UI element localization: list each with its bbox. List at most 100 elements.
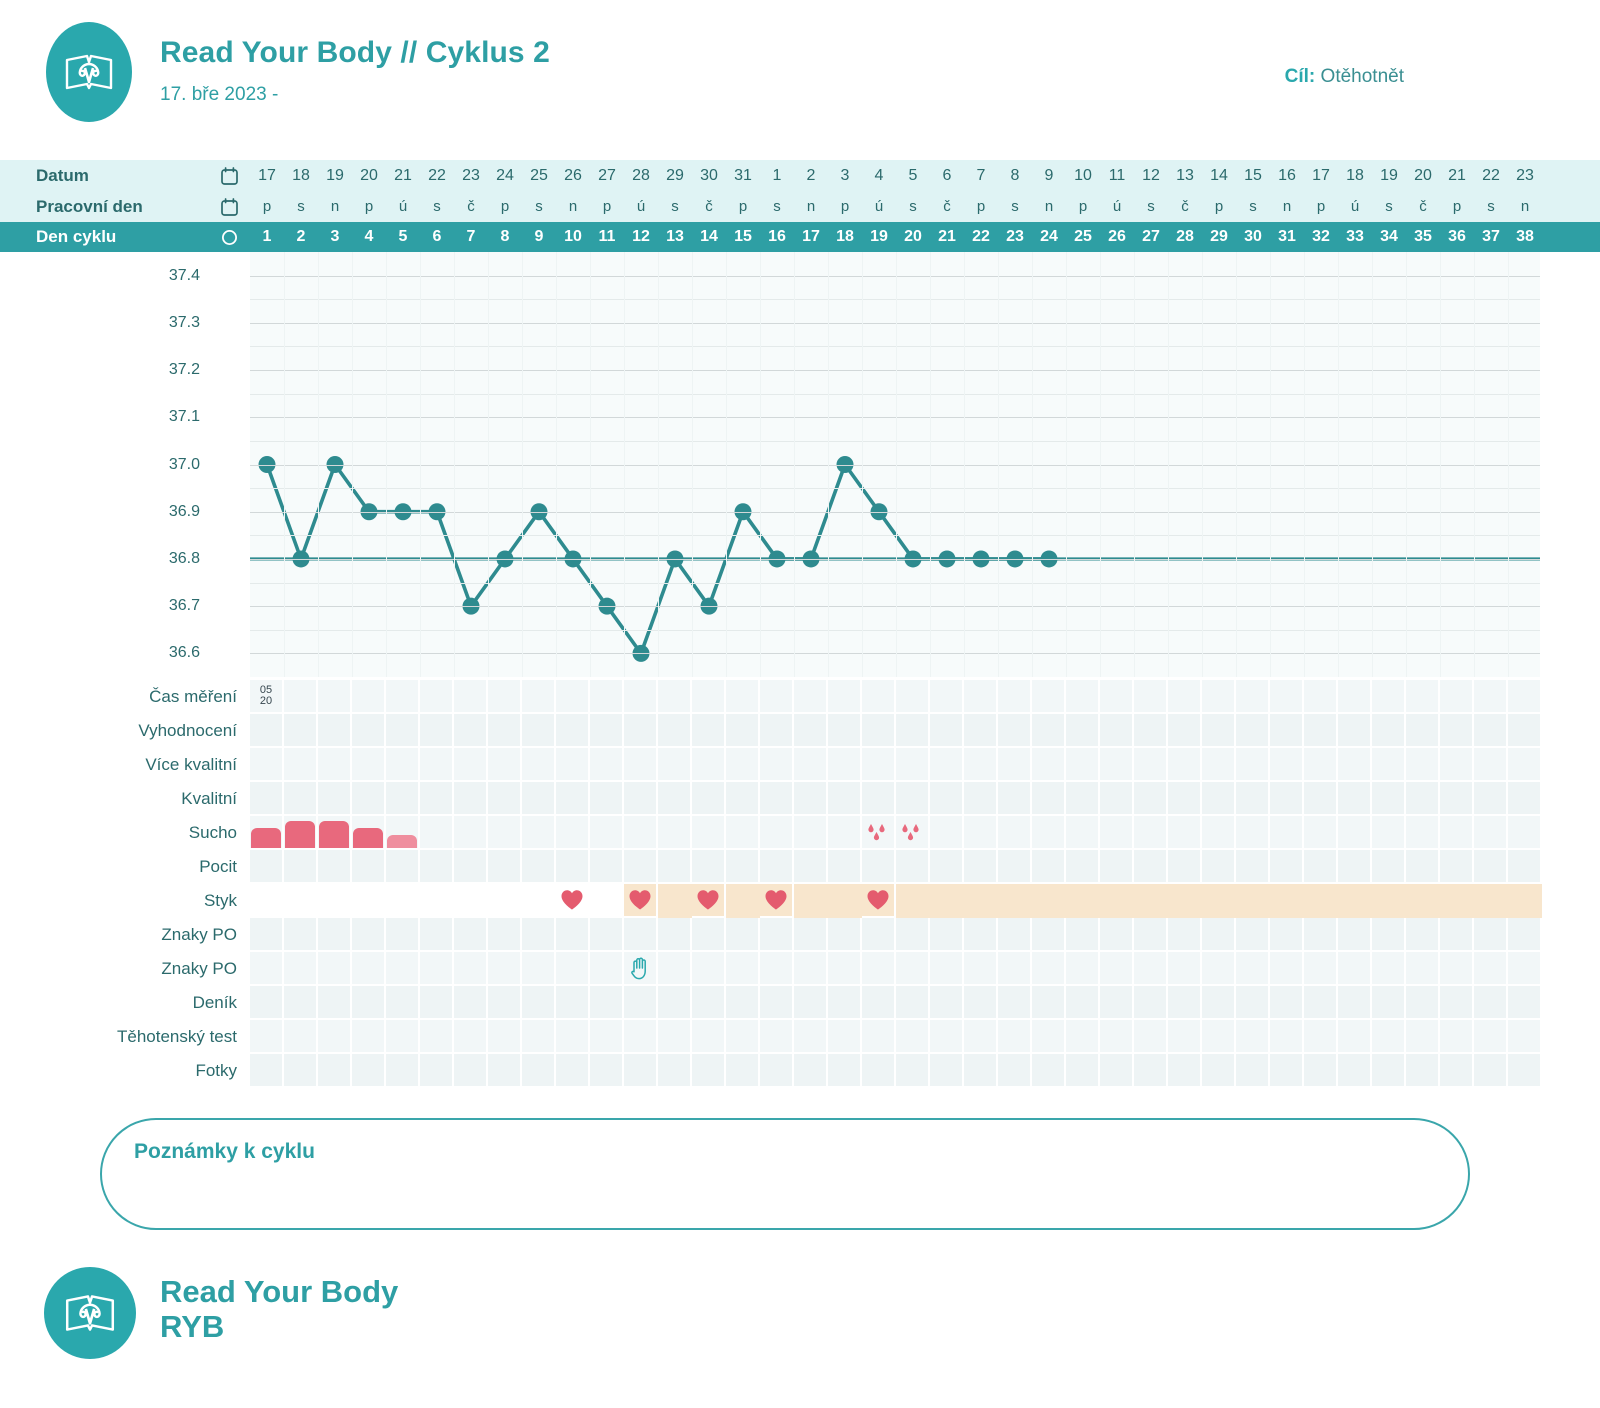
date-cell-23[interactable]: 8	[1010, 166, 1020, 184]
feeling-cell-day-32[interactable]	[1304, 850, 1338, 884]
pregnancy-test-cell-day-31[interactable]	[1270, 1020, 1304, 1054]
evaluation-cell-day-18[interactable]	[828, 714, 862, 748]
date-cell-26[interactable]: 11	[1108, 166, 1126, 184]
quality-cell-day-26[interactable]	[1100, 782, 1134, 816]
evaluation-cell-day-1[interactable]	[250, 714, 284, 748]
diary-cell-day-4[interactable]	[352, 986, 386, 1020]
photos-cell-day-15[interactable]	[726, 1054, 760, 1088]
diary-cell-day-23[interactable]	[998, 986, 1032, 1020]
temperature-point-day-22[interactable]	[972, 550, 990, 568]
dryness-bleeding-cell-day-32[interactable]	[1304, 816, 1338, 850]
temperature-point-day-10[interactable]	[564, 550, 582, 568]
photos-cell-day-25[interactable]	[1066, 1054, 1100, 1088]
feeling-cell-day-28[interactable]	[1168, 850, 1202, 884]
cycle-day-cell-7[interactable]: 7	[466, 228, 476, 245]
dryness-bleeding-cell-day-15[interactable]	[726, 816, 760, 850]
temperature-point-day-24[interactable]	[1040, 550, 1058, 568]
date-cell-24[interactable]: 9	[1044, 166, 1054, 184]
more-quality-cell-day-28[interactable]	[1168, 748, 1202, 782]
quality-cell-day-25[interactable]	[1066, 782, 1100, 816]
more-quality-cell-day-32[interactable]	[1304, 748, 1338, 782]
signs-po-1-cell-day-23[interactable]	[998, 918, 1032, 952]
more-quality-cell-day-15[interactable]	[726, 748, 760, 782]
measurement-time-cell-day-26[interactable]	[1100, 680, 1134, 714]
signs-po-2-cell-day-33[interactable]	[1338, 952, 1372, 986]
signs-po-1-cell-day-34[interactable]	[1372, 918, 1406, 952]
weekday-cell-23[interactable]: s	[1011, 198, 1019, 215]
more-quality-cell-day-35[interactable]	[1406, 748, 1440, 782]
evaluation-cell-day-36[interactable]	[1440, 714, 1474, 748]
more-quality-cell-day-6[interactable]	[420, 748, 454, 782]
evaluation-cell-day-28[interactable]	[1168, 714, 1202, 748]
intercourse-cell-day-20[interactable]	[896, 884, 930, 918]
cycle-day-cell-26[interactable]: 26	[1108, 228, 1126, 245]
feeling-cell-day-14[interactable]	[692, 850, 726, 884]
measurement-time-cell-day-13[interactable]	[658, 680, 692, 714]
dryness-bleeding-cell-day-9[interactable]	[522, 816, 556, 850]
signs-po-2-cell-day-36[interactable]	[1440, 952, 1474, 986]
photos-cell-day-13[interactable]	[658, 1054, 692, 1088]
signs-po-2-cell-day-38[interactable]	[1508, 952, 1542, 986]
signs-po-2-cell-day-21[interactable]	[930, 952, 964, 986]
date-cell-32[interactable]: 17	[1312, 166, 1330, 184]
feeling-cell-day-10[interactable]	[556, 850, 590, 884]
intercourse-cell-day-22[interactable]	[964, 884, 998, 918]
date-cell-18[interactable]: 3	[840, 166, 850, 184]
intercourse-cell-day-19[interactable]	[862, 884, 896, 918]
more-quality-cell-day-37[interactable]	[1474, 748, 1508, 782]
dryness-bleeding-cell-day-34[interactable]	[1372, 816, 1406, 850]
photos-cell-day-26[interactable]	[1100, 1054, 1134, 1088]
pregnancy-test-cell-day-23[interactable]	[998, 1020, 1032, 1054]
quality-cell-day-14[interactable]	[692, 782, 726, 816]
evaluation-cell-day-3[interactable]	[318, 714, 352, 748]
quality-cell-day-28[interactable]	[1168, 782, 1202, 816]
cycle-day-cell-3[interactable]: 3	[330, 228, 340, 245]
photos-cell-day-14[interactable]	[692, 1054, 726, 1088]
signs-po-2-cell-day-14[interactable]	[692, 952, 726, 986]
pregnancy-test-cell-day-10[interactable]	[556, 1020, 590, 1054]
more-quality-cell-day-19[interactable]	[862, 748, 896, 782]
intercourse-cell-day-33[interactable]	[1338, 884, 1372, 918]
quality-cell-day-10[interactable]	[556, 782, 590, 816]
dryness-bleeding-cell-day-27[interactable]	[1134, 816, 1168, 850]
pregnancy-test-cell-day-7[interactable]	[454, 1020, 488, 1054]
signs-po-1-cell-day-6[interactable]	[420, 918, 454, 952]
quality-cell-day-31[interactable]	[1270, 782, 1304, 816]
measurement-time-cell-day-33[interactable]	[1338, 680, 1372, 714]
diary-cell-day-12[interactable]	[624, 986, 658, 1020]
temperature-point-day-8[interactable]	[496, 550, 514, 568]
date-cell-36[interactable]: 21	[1448, 166, 1466, 184]
signs-po-2-cell-day-3[interactable]	[318, 952, 352, 986]
cycle-day-cell-14[interactable]: 14	[700, 228, 718, 245]
date-cell-7[interactable]: 23	[462, 166, 480, 184]
feeling-cell-day-8[interactable]	[488, 850, 522, 884]
evaluation-cell-day-14[interactable]	[692, 714, 726, 748]
more-quality-cell-day-22[interactable]	[964, 748, 998, 782]
cycle-day-cell-17[interactable]: 17	[802, 228, 820, 245]
evaluation-cell-day-33[interactable]	[1338, 714, 1372, 748]
evaluation-cell-day-25[interactable]	[1066, 714, 1100, 748]
signs-po-1-cell-day-20[interactable]	[896, 918, 930, 952]
signs-po-2-cell-day-7[interactable]	[454, 952, 488, 986]
dryness-bleeding-cell-day-36[interactable]	[1440, 816, 1474, 850]
intercourse-cell-day-13[interactable]	[658, 884, 692, 918]
pregnancy-test-cell-day-11[interactable]	[590, 1020, 624, 1054]
temperature-point-day-23[interactable]	[1006, 550, 1024, 568]
intercourse-cell-day-28[interactable]	[1168, 884, 1202, 918]
measurement-time-cell-day-14[interactable]	[692, 680, 726, 714]
weekday-cell-3[interactable]: n	[330, 198, 340, 215]
weekday-cell-13[interactable]: s	[671, 198, 679, 215]
evaluation-cell-day-19[interactable]	[862, 714, 896, 748]
cycle-day-cell-4[interactable]: 4	[364, 228, 374, 245]
signs-po-1-cell-day-35[interactable]	[1406, 918, 1440, 952]
more-quality-cell-day-14[interactable]	[692, 748, 726, 782]
signs-po-1-cell-day-11[interactable]	[590, 918, 624, 952]
cycle-day-cell-5[interactable]: 5	[398, 228, 408, 245]
signs-po-1-cell-day-10[interactable]	[556, 918, 590, 952]
evaluation-cell-day-4[interactable]	[352, 714, 386, 748]
signs-po-2-cell-day-19[interactable]	[862, 952, 896, 986]
evaluation-cell-day-8[interactable]	[488, 714, 522, 748]
weekday-cell-19[interactable]: ú	[874, 198, 884, 215]
feeling-cell-day-19[interactable]	[862, 850, 896, 884]
quality-cell-day-12[interactable]	[624, 782, 658, 816]
